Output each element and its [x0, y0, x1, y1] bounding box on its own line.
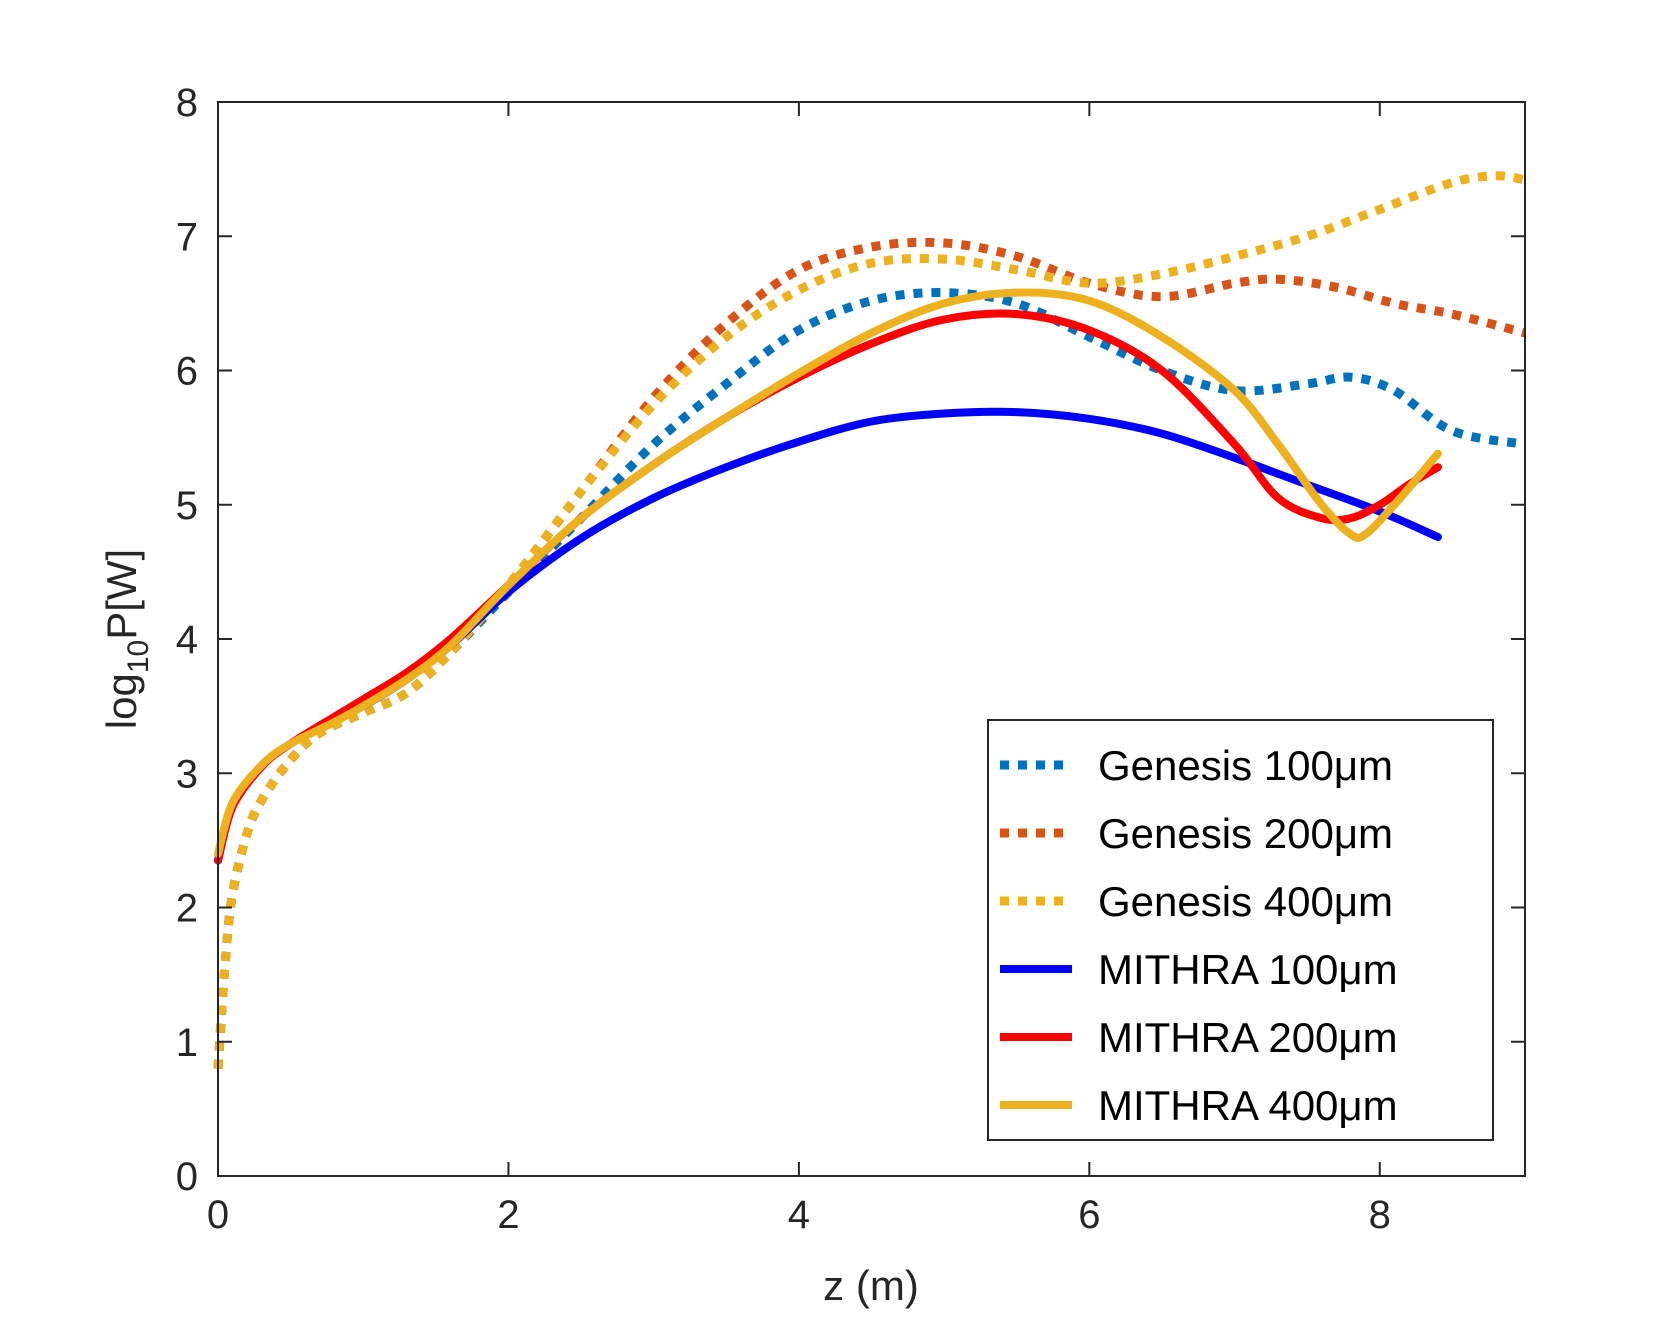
- y-tick-label: 8: [176, 81, 198, 125]
- legend-entry-genesis-400-m: Genesis 400μm: [1000, 878, 1393, 925]
- legend-entry-mithra-400-m: MITHRA 400μm: [1000, 1082, 1398, 1129]
- legend-label: MITHRA 200μm: [1098, 1014, 1398, 1061]
- series-line-genesis-400-m: [213, 171, 1526, 1069]
- legend-entry-mithra-200-m: MITHRA 200μm: [1000, 1014, 1398, 1061]
- ticks-layer: [217, 101, 1525, 1177]
- x-tick-label: 8: [1369, 1193, 1391, 1237]
- legend-entry-mithra-100-m: MITHRA 100μm: [1000, 946, 1398, 993]
- legend-entry-genesis-200-m: Genesis 200μm: [1000, 810, 1393, 857]
- series-line-mithra-400-m: [214, 288, 1442, 858]
- y-tick-label: 6: [176, 350, 198, 394]
- legend: Genesis 100μm Genesis 200μm Genesis 400μm M…: [987, 719, 1494, 1141]
- y-axis-title-suffix: P[W]: [98, 549, 145, 640]
- legend-box: [987, 719, 1494, 1141]
- legend-label: Genesis 200μm: [1098, 810, 1393, 857]
- y-tick-label: 3: [176, 752, 198, 796]
- x-tick-label: 6: [1078, 1193, 1100, 1237]
- legend-label: Genesis 400μm: [1098, 878, 1393, 925]
- x-tick-label: 2: [497, 1193, 519, 1237]
- y-axis-title-prefix: log: [98, 673, 145, 729]
- x-tick-label: 4: [788, 1193, 810, 1237]
- legend-label: Genesis 100μm: [1098, 742, 1393, 789]
- y-tick-label: 1: [176, 1021, 198, 1065]
- y-axis-title: log10P[W]: [98, 549, 155, 729]
- y-tick-label: 7: [176, 215, 198, 259]
- y-tick-label: 2: [176, 887, 198, 931]
- legend-label: MITHRA 400μm: [1098, 1082, 1398, 1129]
- y-tick-label: 5: [176, 484, 198, 528]
- tick-labels-layer: 0 2 4 6 8 0 1 2 3 4 5 6 7 8: [176, 81, 1391, 1237]
- y-tick-label: 0: [176, 1155, 198, 1199]
- series-layer: [213, 171, 1527, 1069]
- legend-entry-genesis-100-m: Genesis 100μm: [1000, 742, 1393, 789]
- x-tick-label: 0: [207, 1193, 229, 1237]
- legend-entries: Genesis 100μm Genesis 200μm Genesis 400μm M…: [1000, 742, 1398, 1129]
- legend-label: MITHRA 100μm: [1098, 946, 1398, 993]
- x-axis-title: z (m): [823, 1262, 919, 1309]
- y-tick-label: 4: [176, 618, 198, 662]
- y-axis-title-subscript: 10: [122, 640, 155, 673]
